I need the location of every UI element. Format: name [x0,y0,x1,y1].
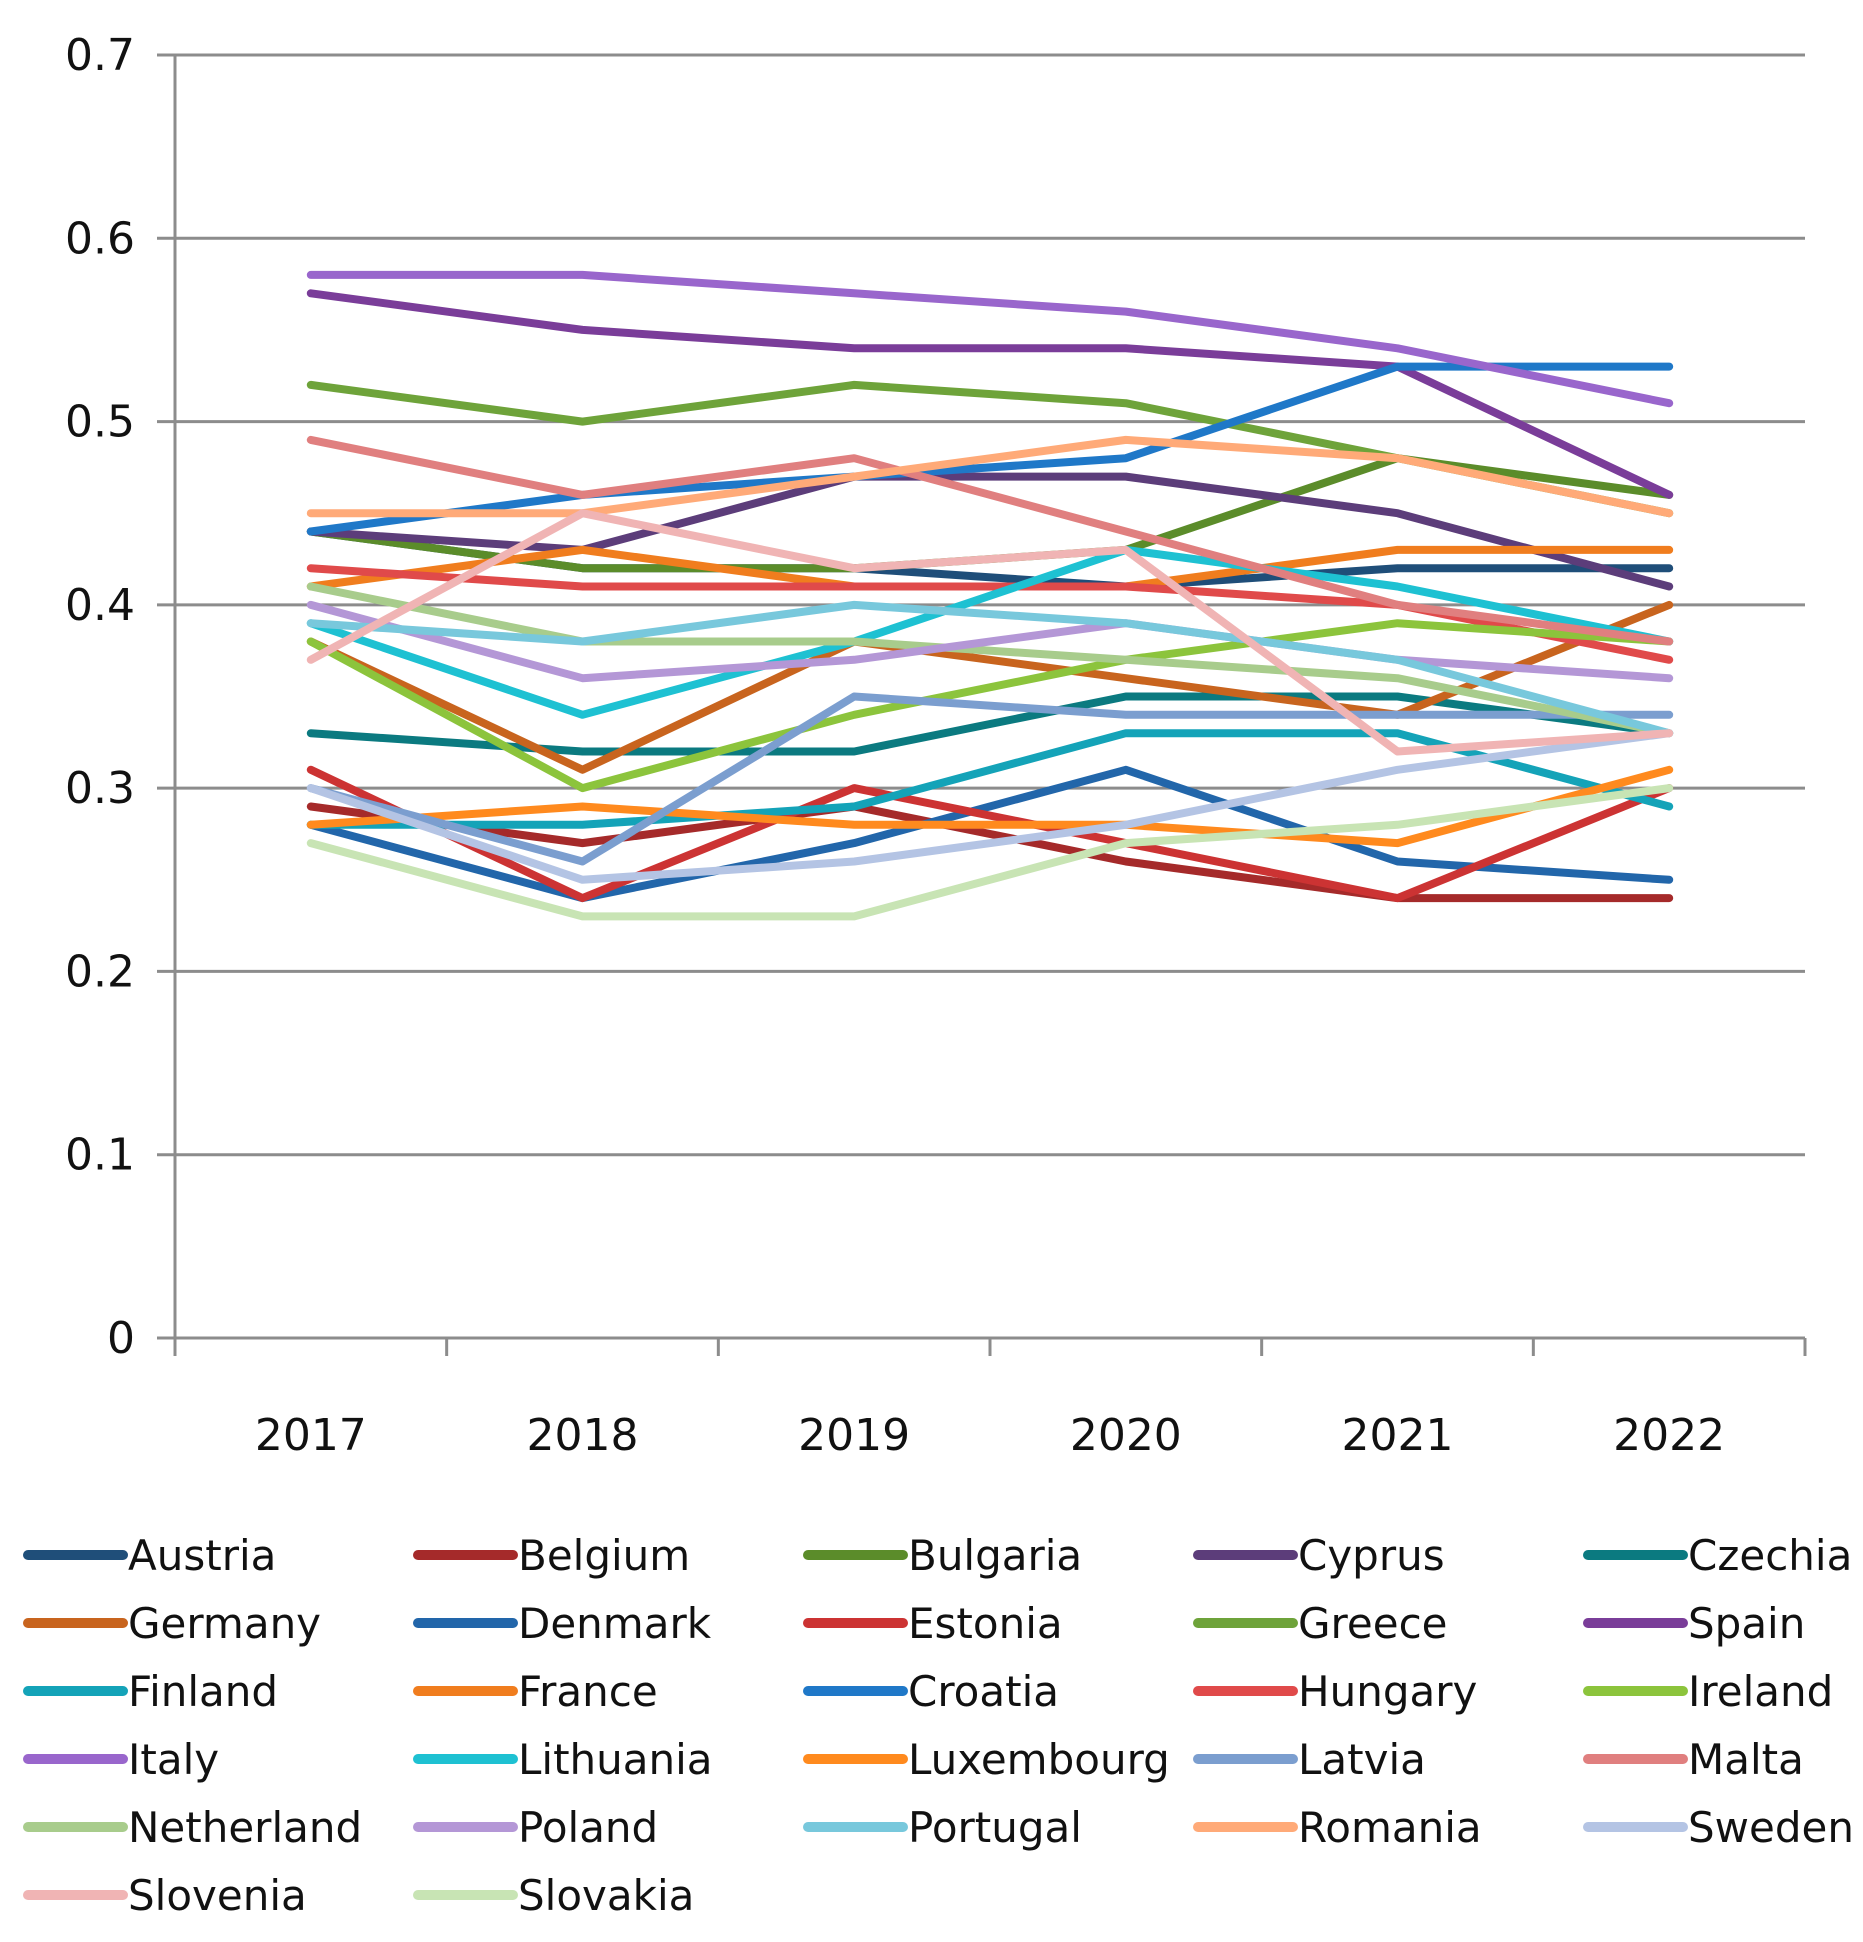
legend-label: Slovenia [128,1871,307,1920]
legend-label: Hungary [1298,1667,1477,1716]
legend-item-austria: Austria [23,1531,276,1580]
legend-label: Ireland [1688,1667,1833,1716]
series-line-estonia [306,765,1674,903]
legend-item-romania: Romania [1193,1803,1482,1852]
legend-item-croatia: Croatia [803,1667,1059,1716]
y-tick-label: 0.1 [65,1130,135,1181]
legend-label: Czechia [1688,1531,1852,1580]
series-line-romania [306,435,1674,518]
y-tick-label: 0.2 [65,946,135,997]
x-tick-label: 2022 [1613,1410,1725,1461]
y-tick-label: 0.6 [65,213,135,264]
legend-label: Sweden [1688,1803,1854,1852]
y-tick-label: 0.4 [65,580,135,631]
legend-label: Poland [518,1803,658,1852]
legend-label: Greece [1298,1599,1448,1648]
legend-item-portugal: Portugal [803,1803,1082,1852]
x-tick-label: 2019 [798,1410,910,1461]
legend-label: Spain [1688,1599,1805,1648]
series-line-sweden [306,729,1674,884]
series-line-latvia [306,692,1674,866]
series-line-ireland [306,619,1674,793]
legend-label: Austria [128,1531,276,1580]
y-tick-label: 0 [107,1313,135,1364]
series-line-denmark [306,765,1674,903]
legend-label: Romania [1298,1803,1482,1852]
series-line-spain [306,289,1674,499]
x-tick-label: 2020 [1070,1410,1182,1461]
legend-item-germany: Germany [23,1599,321,1648]
series-line-italy [306,270,1674,408]
legend-label: Finland [128,1667,278,1716]
legend-item-france: France [413,1667,658,1716]
legend-item-spain: Spain [1583,1599,1805,1648]
legend-label: Cyprus [1298,1531,1445,1580]
series-line-lithuania [306,545,1674,719]
series-line-germany [306,600,1674,774]
legend-label: Estonia [908,1599,1063,1648]
legend-item-slovenia: Slovenia [23,1871,307,1920]
legend-label: Malta [1688,1735,1804,1784]
legend: Austria Belgium Bulgaria Cyprus Czechia Germa… [23,1531,1854,1920]
legend-label: Lithuania [518,1735,713,1784]
series-line-slovakia [306,784,1674,921]
legend-item-czechia: Czechia [1583,1531,1852,1580]
legend-item-italy: Italy [23,1735,219,1784]
legend-label: Belgium [518,1531,690,1580]
series-line-cyprus [306,472,1674,591]
y-tick-label: 0.7 [65,30,135,81]
legend-label: Germany [128,1599,321,1648]
legend-label: Slovakia [518,1871,694,1920]
legend-item-luxembourg: Luxembourg [803,1735,1170,1784]
legend-label: Italy [128,1735,219,1784]
legend-item-bulgaria: Bulgaria [803,1531,1082,1580]
legend-item-netherland: Netherland [23,1803,362,1852]
series-line-luxembourg [306,765,1674,848]
legend-item-denmark: Denmark [413,1599,712,1648]
legend-item-belgium: Belgium [413,1531,690,1580]
legend-label: Latvia [1298,1735,1426,1784]
legend-label: France [518,1667,658,1716]
tick-labels: 0 0.1 0.2 0.3 0.4 0.5 0.6 0.7 2017 2018 2019 2020 20… [65,30,1725,1461]
series-line-portugal [306,600,1674,738]
grid-lines [175,53,1805,1157]
series-line-poland [306,600,1674,683]
legend-label: Denmark [518,1599,712,1648]
x-tick-label: 2021 [1342,1410,1454,1461]
legend-item-hungary: Hungary [1193,1667,1477,1716]
legend-label: Netherland [128,1803,362,1852]
legend-item-malta: Malta [1583,1735,1804,1784]
legend-item-poland: Poland [413,1803,658,1852]
axes [157,53,1807,1356]
legend-label: Luxembourg [908,1735,1170,1784]
legend-item-cyprus: Cyprus [1193,1531,1445,1580]
y-tick-label: 0.3 [65,763,135,814]
series-line-malta [306,435,1674,646]
legend-item-sweden: Sweden [1583,1803,1854,1852]
legend-item-finland: Finland [23,1667,278,1716]
legend-item-estonia: Estonia [803,1599,1063,1648]
legend-item-lithuania: Lithuania [413,1735,713,1784]
series-line-slovenia [306,509,1674,756]
x-tick-label: 2018 [527,1410,639,1461]
legend-item-slovakia: Slovakia [413,1871,694,1920]
series-line-netherland [306,582,1674,738]
series-line-croatia [306,362,1674,536]
series-lines [306,270,1674,921]
legend-label: Croatia [908,1667,1059,1716]
y-tick-label: 0.5 [65,397,135,448]
legend-label: Portugal [908,1803,1082,1852]
legend-item-latvia: Latvia [1193,1735,1426,1784]
legend-label: Bulgaria [908,1531,1082,1580]
x-tick-label: 2017 [255,1410,367,1461]
legend-item-greece: Greece [1193,1599,1448,1648]
series-line-belgium [306,802,1674,903]
legend-item-ireland: Ireland [1583,1667,1833,1716]
